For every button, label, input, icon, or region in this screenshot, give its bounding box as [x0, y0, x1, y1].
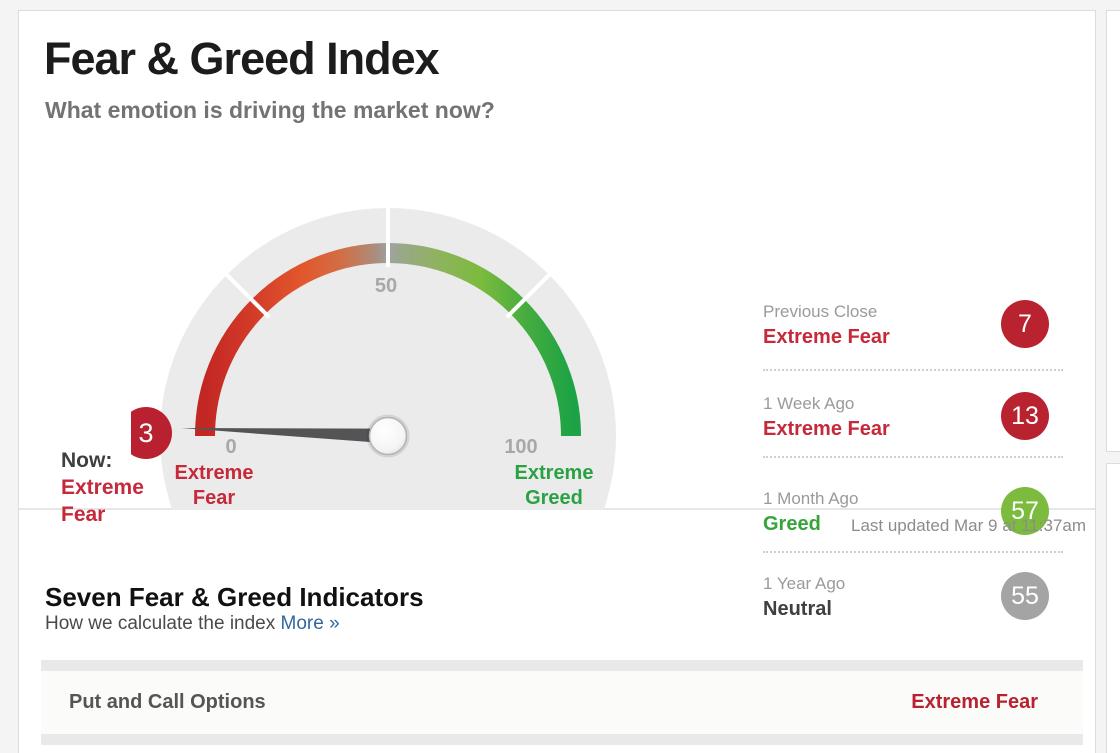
now-status: Extreme Fear — [61, 476, 144, 526]
last-updated-text: Last updated Mar 9 at 11:37am — [850, 516, 1086, 535]
gauge-now-block: Now: Extreme Fear — [61, 447, 171, 528]
history-label: 1 Month Ago — [763, 489, 859, 508]
indicator-status: Extreme Fear — [911, 691, 1038, 713]
now-label: Now: — [61, 449, 113, 472]
value-badge: 55 — [1001, 572, 1049, 620]
gauge-max-label: Extreme Greed — [514, 462, 594, 509]
gauge-section: Now: Extreme Fear — [19, 144, 1095, 620]
gauge-min-label: Extreme Fear — [174, 462, 254, 509]
current-value-badge: 3 — [131, 407, 172, 459]
gauge-tick-50: 50 — [374, 275, 398, 297]
value-badge: 7 — [1001, 300, 1049, 348]
needle-hub-shadow — [366, 414, 410, 458]
indicators-subheading: How we calculate the index More » — [45, 613, 340, 635]
row-separator-band — [41, 734, 1083, 745]
gauge-graphic — [160, 205, 616, 510]
gauge-divider-75 — [505, 271, 553, 319]
history-row-previous-close: Previous Close Extreme Fear 7 — [763, 300, 1063, 362]
dotted-separator — [763, 551, 1063, 553]
row-separator-band — [41, 660, 1083, 671]
history-row-1-year-ago: 1 Year Ago Neutral 55 — [763, 572, 1063, 634]
dotted-separator — [763, 456, 1063, 458]
fear-greed-card: Fear & Greed Index What emotion is drivi… — [18, 10, 1096, 753]
indicator-name: Put and Call Options — [69, 691, 266, 713]
more-link[interactable]: More » — [280, 613, 340, 634]
how-we-calculate-text: How we calculate the index — [45, 613, 276, 634]
history-status: Extreme Fear — [763, 326, 890, 348]
adjacent-panel-top — [1106, 10, 1120, 452]
indicator-row-put-and-call-options: Put and Call Options Extreme Fear — [41, 671, 1083, 734]
indicators-heading: Seven Fear & Greed Indicators — [45, 582, 424, 612]
history-row-1-week-ago: 1 Week Ago Extreme Fear 13 — [763, 392, 1063, 454]
needle-hub — [368, 416, 408, 456]
dotted-separator — [763, 369, 1063, 371]
history-status: Greed — [763, 513, 821, 535]
history-label: 1 Year Ago — [763, 574, 846, 593]
gauge-divider-25 — [223, 271, 271, 319]
value-badge: 57 — [1001, 487, 1049, 535]
history-row-1-month-ago: 1 Month Ago Greed 57 — [763, 487, 1063, 549]
history-status: Neutral — [763, 598, 832, 620]
page-subtitle: What emotion is driving the market now? — [45, 97, 495, 123]
history-label: 1 Week Ago — [763, 394, 855, 413]
gauge-tick-0: 0 — [225, 436, 237, 458]
history-status: Extreme Fear — [763, 418, 890, 440]
fear-greed-gauge: 0 50 100 Extreme Fear Extreme Greed 3 — [131, 201, 651, 510]
history-sidebar: Previous Close Extreme Fear 7 1 Week Ago… — [763, 294, 1063, 644]
gauge-needle — [181, 428, 390, 444]
value-badge: 13 — [1001, 392, 1049, 440]
adjacent-panel-bottom — [1106, 463, 1120, 753]
page-title: Fear & Greed Index — [44, 33, 440, 84]
history-label: Previous Close — [763, 302, 878, 321]
gauge-tick-100: 100 — [504, 436, 538, 458]
